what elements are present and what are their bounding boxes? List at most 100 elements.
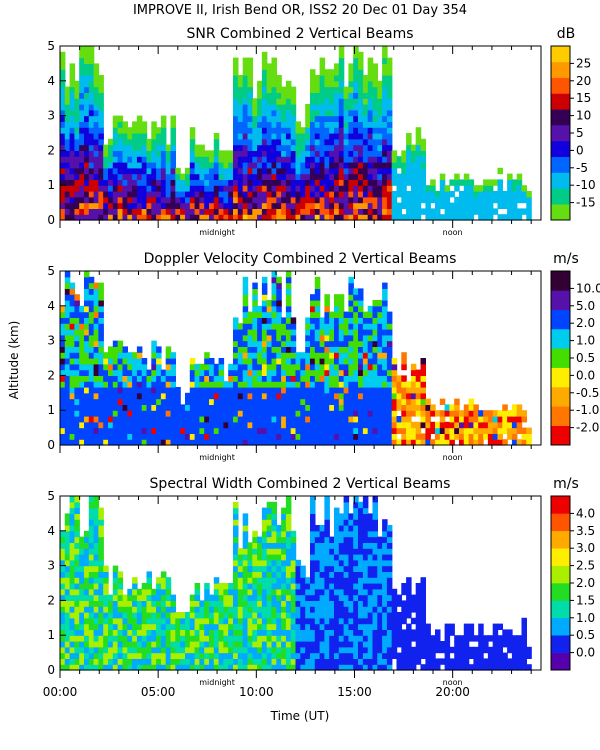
heatmap-cell xyxy=(93,369,100,376)
heatmap-cell xyxy=(276,276,282,284)
heatmap-cell xyxy=(295,623,301,630)
heatmap-cell xyxy=(439,191,446,198)
heatmap-cell xyxy=(247,542,253,549)
heatmap-cell xyxy=(88,612,95,619)
heatmap-cell xyxy=(382,381,388,388)
heatmap-cell xyxy=(237,565,244,572)
heatmap-cell xyxy=(84,635,90,642)
heatmap-cell xyxy=(69,652,76,659)
heatmap-cell xyxy=(233,352,239,359)
heatmap-cell xyxy=(117,439,124,446)
heatmap-cell xyxy=(377,214,383,221)
heatmap-cell xyxy=(79,57,85,64)
heatmap-cell xyxy=(64,410,71,417)
heatmap-cell xyxy=(213,179,220,186)
heatmap-cell xyxy=(233,387,239,394)
heatmap-cell xyxy=(362,214,369,221)
heatmap-cell xyxy=(156,363,162,371)
heatmap-cell xyxy=(439,196,446,204)
heatmap-cell xyxy=(281,115,287,122)
heatmap-cell xyxy=(247,623,253,630)
heatmap-cell xyxy=(463,433,470,440)
heatmap-cell xyxy=(271,658,277,665)
heatmap-cell xyxy=(266,507,273,514)
heatmap-cell xyxy=(353,369,359,376)
heatmap-cell xyxy=(334,606,340,613)
heatmap-cell xyxy=(348,623,354,630)
heatmap-cell xyxy=(271,75,277,82)
heatmap-cell xyxy=(358,127,364,134)
heatmap-cell xyxy=(281,381,287,388)
heatmap-cell xyxy=(338,392,345,400)
heatmap-cell xyxy=(257,115,263,122)
heatmap-cell xyxy=(233,208,239,215)
heatmap-cell xyxy=(362,352,369,359)
heatmap-cell xyxy=(271,381,277,388)
heatmap-cell xyxy=(367,121,374,128)
heatmap-cell xyxy=(252,421,258,429)
heatmap-cell xyxy=(69,635,76,642)
heatmap-cell xyxy=(64,150,71,157)
heatmap-cell xyxy=(295,577,301,584)
heatmap-cell xyxy=(285,623,292,630)
heatmap-cell xyxy=(367,167,374,175)
heatmap-cell xyxy=(367,329,374,336)
heatmap-cell xyxy=(329,588,335,596)
heatmap-cell xyxy=(329,109,335,117)
heatmap-cell xyxy=(377,167,383,175)
heatmap-cell xyxy=(257,565,263,572)
heatmap-cell xyxy=(290,109,297,117)
heatmap-cell xyxy=(266,109,273,117)
heatmap-cell xyxy=(358,577,364,584)
heatmap-cell xyxy=(84,358,90,365)
heatmap-cell xyxy=(79,427,85,434)
heatmap-cell xyxy=(79,369,85,376)
heatmap-cell xyxy=(151,606,157,613)
heatmap-cell xyxy=(247,641,253,648)
heatmap-cell xyxy=(406,433,412,440)
heatmap-cell xyxy=(132,629,138,636)
heatmap-cell xyxy=(247,664,253,671)
heatmap-cell xyxy=(324,363,330,371)
heatmap-cell xyxy=(406,410,412,417)
heatmap-cell xyxy=(98,571,104,578)
heatmap-cell xyxy=(127,381,133,388)
heatmap-cell xyxy=(358,612,364,619)
heatmap-cell xyxy=(502,421,508,429)
heatmap-cell xyxy=(127,658,133,665)
heatmap-cell xyxy=(285,410,292,417)
heatmap-cell xyxy=(358,606,364,613)
heatmap-cell xyxy=(406,173,412,180)
heatmap-cell xyxy=(271,375,277,382)
heatmap-cell xyxy=(242,185,249,192)
heatmap-cell xyxy=(218,387,225,394)
heatmap-cell xyxy=(189,179,196,186)
heatmap-cell xyxy=(59,329,66,336)
heatmap-cell xyxy=(127,410,133,417)
heatmap-cell xyxy=(386,63,393,70)
heatmap-cell xyxy=(319,208,326,215)
heatmap-cell xyxy=(319,606,326,613)
heatmap-cell xyxy=(98,646,104,654)
heatmap-cell xyxy=(334,646,340,654)
heatmap-cell xyxy=(204,202,210,209)
heatmap-cell xyxy=(362,75,369,82)
heatmap-cell xyxy=(372,196,378,204)
heatmap-cell xyxy=(74,127,80,134)
heatmap-cell xyxy=(160,571,167,578)
heatmap-cell xyxy=(271,346,277,353)
heatmap-cell xyxy=(199,214,205,221)
heatmap-cell xyxy=(372,346,378,353)
heatmap-cell xyxy=(242,317,249,324)
heatmap-cell xyxy=(353,554,359,561)
heatmap-cell xyxy=(285,86,292,93)
heatmap-cell xyxy=(247,369,253,376)
heatmap-cell xyxy=(329,635,335,642)
heatmap-cell xyxy=(261,329,268,336)
heatmap-cell xyxy=(185,179,191,186)
heatmap-cell xyxy=(290,398,297,405)
heatmap-cell xyxy=(88,421,95,429)
heatmap-cell xyxy=(103,635,109,642)
heatmap-cell xyxy=(362,133,369,140)
heatmap-cell xyxy=(257,202,263,209)
